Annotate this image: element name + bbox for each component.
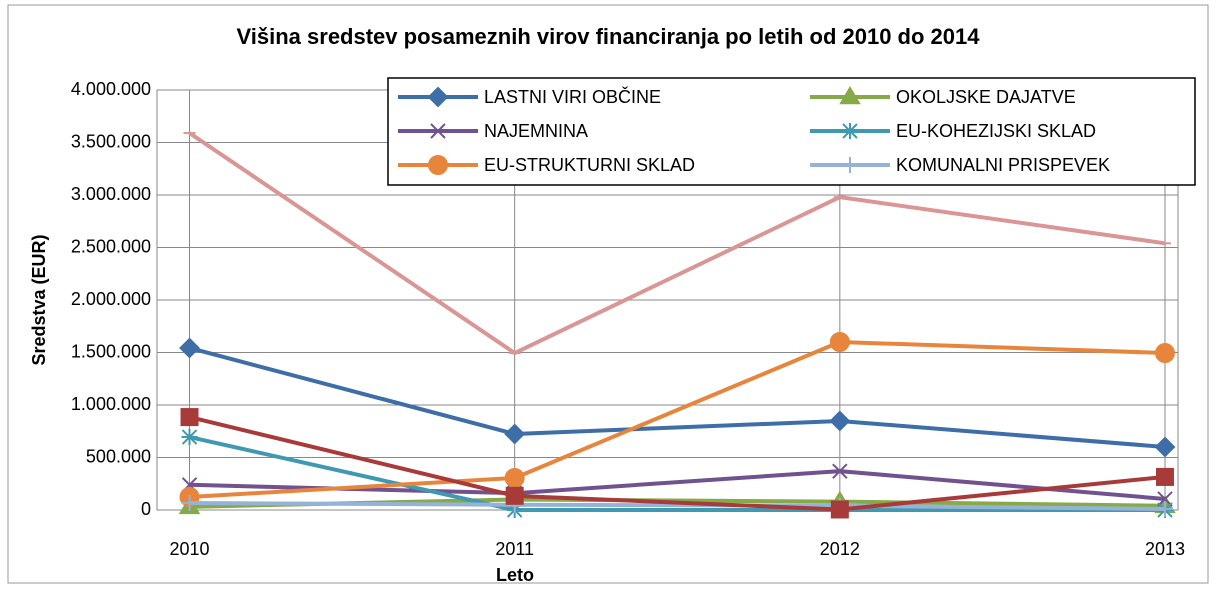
marker [1156,500,1173,517]
legend-label: KOMUNALNI PRISPEVEK [896,155,1110,175]
y-tick-label: 2.000.000 [71,289,151,309]
legend-label: OKOLJSKE DAJATVE [896,87,1076,107]
series-line [188,131,1166,356]
marker [829,332,850,352]
y-tick-label: 3.500.000 [71,131,151,151]
legend-marker [839,86,861,105]
legend-label: EU-STRUKTURNI SKLAD [484,155,695,175]
marker [179,337,200,359]
marker [1157,491,1173,507]
x-tick-label: 2011 [495,539,534,559]
series-line [189,339,1166,499]
y-tick-label: 3.000.000 [71,184,151,204]
chart-title: Višina sredstev posameznih virov financi… [237,24,981,49]
x-tick-label: 2012 [820,539,860,559]
marker [504,423,526,445]
x-tick-label: 2010 [169,539,209,559]
legend-marker [842,123,858,139]
series-line [189,346,1166,449]
marker [505,486,524,505]
series-line [189,500,1166,511]
x-tick-label: 2013 [1145,539,1185,559]
legend-label: LASTNI VIRI OBČINE [484,86,661,107]
legend-marker [428,155,448,175]
legend-marker [430,123,446,139]
legend-marker [427,86,449,108]
legend-label: NAJEMNINA [484,121,588,141]
marker [504,467,525,488]
y-tick-label: 2.500.000 [71,236,151,256]
marker [1154,436,1176,458]
series-line [189,415,1166,512]
x-axis-label: Leto [496,565,534,585]
marker [830,500,849,519]
marker [180,408,199,427]
y-tick-label: 0 [141,499,151,519]
series-line [189,435,1165,512]
legend-box [387,77,1196,186]
legend-label: EU-KOHEZIJSKI SKLAD [896,121,1096,141]
legend: LASTNI VIRI OBČINE OKOLJSKE DAJATVE NAJEMN… [387,77,1196,186]
marker [832,463,848,479]
marker [181,429,198,446]
legend-marker [842,157,858,173]
y-tick-label: 500.000 [86,446,151,466]
y-tick-label: 1.000.000 [71,394,151,414]
y-tick-label: 4.000.000 [71,79,151,99]
marker [829,410,851,432]
marker [1154,343,1175,364]
y-axis-label: Sredstva (EUR) [29,234,49,365]
y-tick-label: 1.500.000 [71,341,151,361]
marker [181,494,198,511]
marker [1155,467,1174,486]
